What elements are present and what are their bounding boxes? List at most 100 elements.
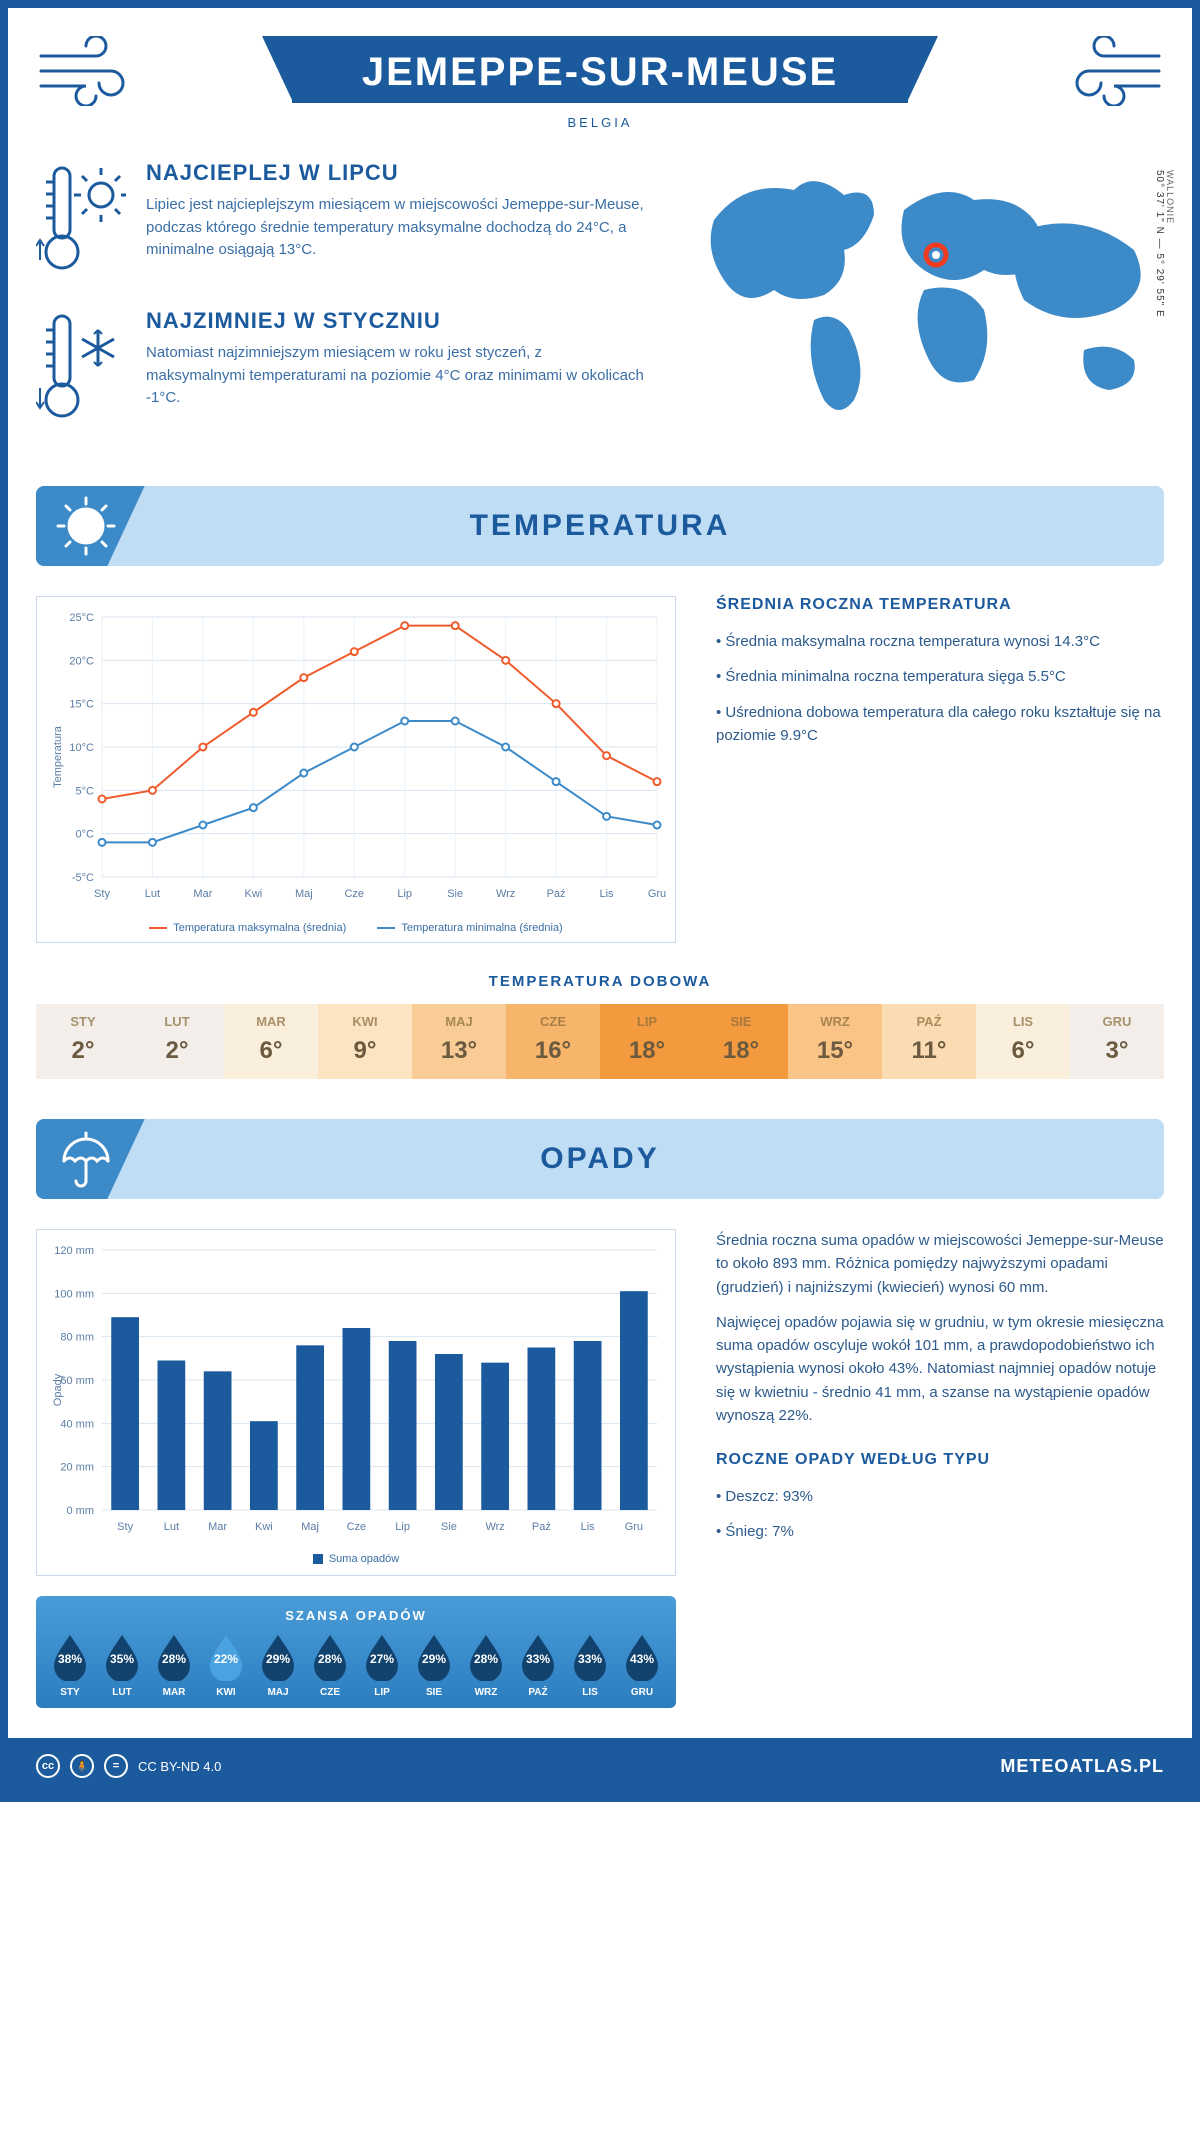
temp-bullet: Średnia maksymalna roczna temperatura wy… <box>716 630 1164 653</box>
svg-text:60 mm: 60 mm <box>60 1375 94 1387</box>
svg-text:-5°C: -5°C <box>72 872 94 884</box>
precip-section-head: OPADY <box>36 1119 1164 1199</box>
header: JEMEPPE-SUR-MEUSE BELGIA <box>36 36 1164 130</box>
precip-chance-panel: SZANSA OPADÓW 38%STY35%LUT28%MAR22%KWI29… <box>36 1596 676 1708</box>
svg-text:Gru: Gru <box>625 1521 643 1533</box>
by-type-item: Śnieg: 7% <box>716 1520 1164 1543</box>
svg-text:Kwi: Kwi <box>244 888 262 900</box>
svg-text:10°C: 10°C <box>69 742 94 754</box>
hot-body: Lipiec jest najcieplejszym miesiącem w m… <box>146 194 644 262</box>
svg-text:40 mm: 40 mm <box>60 1418 94 1430</box>
by-type-list: Deszcz: 93% Śnieg: 7% <box>716 1485 1164 1544</box>
svg-text:20°C: 20°C <box>69 655 94 667</box>
sun-icon <box>54 494 118 558</box>
chance-drop: 28%MAR <box>150 1633 198 1698</box>
svg-text:Sie: Sie <box>447 888 463 900</box>
svg-text:100 mm: 100 mm <box>54 1288 94 1300</box>
svg-text:0°C: 0°C <box>76 829 95 841</box>
svg-text:Lut: Lut <box>145 888 160 900</box>
svg-text:80 mm: 80 mm <box>60 1332 94 1344</box>
precip-paragraphs: Średnia roczna suma opadów w miejscowośc… <box>716 1229 1164 1427</box>
temp-bullet: Średnia minimalna roczna temperatura się… <box>716 665 1164 688</box>
svg-text:Maj: Maj <box>295 888 313 900</box>
daily-cell: MAJ13° <box>412 1004 506 1079</box>
temperature-heading: TEMPERATURA <box>470 509 731 543</box>
chance-drop: 33%PAŹ <box>514 1633 562 1698</box>
precip-paragraph: Najwięcej opadów pojawia się w grudniu, … <box>716 1311 1164 1427</box>
avg-temp-heading: ŚREDNIA ROCZNA TEMPERATURA <box>716 596 1164 614</box>
page-root: JEMEPPE-SUR-MEUSE BELGIA <box>0 0 1200 1802</box>
svg-text:Mar: Mar <box>193 888 212 900</box>
svg-text:Mar: Mar <box>208 1521 227 1533</box>
footer: cc 🧍 = CC BY-ND 4.0 METEOATLAS.PL <box>8 1738 1192 1794</box>
svg-text:Lip: Lip <box>395 1521 410 1533</box>
daily-cell: SIE18° <box>694 1004 788 1079</box>
temp-bullets: Średnia maksymalna roczna temperatura wy… <box>716 630 1164 747</box>
svg-text:0 mm: 0 mm <box>67 1505 95 1517</box>
daily-cell: PAŹ11° <box>882 1004 976 1079</box>
precip-paragraph: Średnia roczna suma opadów w miejscowośc… <box>716 1229 1164 1299</box>
cold-block: NAJZIMNIEJ W STYCZNIU Natomiast najzimni… <box>36 308 644 428</box>
chance-drops: 38%STY35%LUT28%MAR22%KWI29%MAJ28%CZE27%L… <box>46 1633 666 1698</box>
chance-heading: SZANSA OPADÓW <box>46 1608 666 1623</box>
svg-text:Wrz: Wrz <box>485 1521 504 1533</box>
legend-max: Temperatura maksymalna (średnia) <box>173 922 346 934</box>
coords-text: 50° 37' 1" N — 5° 29' 55" E <box>1154 170 1165 318</box>
chance-drop: 43%GRU <box>618 1633 666 1698</box>
world-map: WALLONIE 50° 37' 1" N — 5° 29' 55" E <box>684 160 1164 456</box>
license: cc 🧍 = CC BY-ND 4.0 <box>36 1754 221 1778</box>
svg-text:5°C: 5°C <box>76 785 95 797</box>
svg-text:120 mm: 120 mm <box>54 1245 94 1257</box>
chance-drop: 38%STY <box>46 1633 94 1698</box>
svg-text:20 mm: 20 mm <box>60 1462 94 1474</box>
chance-drop: 33%LIS <box>566 1633 614 1698</box>
precip-chart: 0 mm 20 mm 40 mm 60 mm 80 mm 100 mm 120 mm Sty L… <box>36 1229 676 1576</box>
svg-text:Kwi: Kwi <box>255 1521 273 1533</box>
thermometer-sun-icon <box>36 160 126 280</box>
daily-cell: GRU3° <box>1070 1004 1164 1079</box>
svg-text:Paź: Paź <box>547 888 566 900</box>
intro-row: NAJCIEPLEJ W LIPCU Lipiec jest najcieple… <box>36 160 1164 456</box>
chance-drop: 29%SIE <box>410 1633 458 1698</box>
svg-text:Sty: Sty <box>117 1521 133 1533</box>
daily-cell: KWI9° <box>318 1004 412 1079</box>
svg-text:Lis: Lis <box>581 1521 596 1533</box>
cold-title: NAJZIMNIEJ W STYCZNIU <box>146 308 644 334</box>
daily-cell: STY2° <box>36 1004 130 1079</box>
temperature-chart: -5°C0°C5°C10°C15°C20°C25°CStyLutMarKwiMa… <box>36 596 676 943</box>
chance-drop: 28%WRZ <box>462 1633 510 1698</box>
hot-block: NAJCIEPLEJ W LIPCU Lipiec jest najcieple… <box>36 160 644 280</box>
precip-heading: OPADY <box>540 1142 659 1176</box>
chance-drop: 28%CZE <box>306 1633 354 1698</box>
svg-text:Lip: Lip <box>397 888 412 900</box>
coords: WALLONIE 50° 37' 1" N — 5° 29' 55" E <box>1154 170 1176 318</box>
svg-text:25°C: 25°C <box>69 612 94 624</box>
thermometer-snow-icon <box>36 308 126 428</box>
svg-text:Paź: Paź <box>532 1521 551 1533</box>
chance-drop: 35%LUT <box>98 1633 146 1698</box>
svg-text:Sie: Sie <box>441 1521 457 1533</box>
umbrella-icon <box>54 1127 118 1191</box>
cold-body: Natomiast najzimniejszym miesiącem w rok… <box>146 342 644 410</box>
svg-text:Sty: Sty <box>94 888 110 900</box>
region-label: WALLONIE <box>1165 170 1175 224</box>
daily-cell: MAR6° <box>224 1004 318 1079</box>
by-type-item: Deszcz: 93% <box>716 1485 1164 1508</box>
svg-text:Gru: Gru <box>648 888 666 900</box>
wind-icon <box>1044 36 1164 106</box>
site-name: METEOATLAS.PL <box>1000 1756 1164 1777</box>
license-text: CC BY-ND 4.0 <box>138 1759 221 1774</box>
chance-drop: 22%KWI <box>202 1633 250 1698</box>
chance-drop: 29%MAJ <box>254 1633 302 1698</box>
daily-temp-grid: STY2°LUT2°MAR6°KWI9°MAJ13°CZE16°LIP18°SI… <box>36 1004 1164 1079</box>
by-type-heading: ROCZNE OPADY WEDŁUG TYPU <box>716 1451 1164 1469</box>
svg-text:Cze: Cze <box>347 1521 367 1533</box>
cc-icon: cc <box>36 1754 60 1778</box>
hot-title: NAJCIEPLEJ W LIPCU <box>146 160 644 186</box>
daily-cell: WRZ15° <box>788 1004 882 1079</box>
svg-text:Cze: Cze <box>344 888 364 900</box>
daily-cell: CZE16° <box>506 1004 600 1079</box>
chance-drop: 27%LIP <box>358 1633 406 1698</box>
daily-cell: LIP18° <box>600 1004 694 1079</box>
wind-icon <box>36 36 156 106</box>
